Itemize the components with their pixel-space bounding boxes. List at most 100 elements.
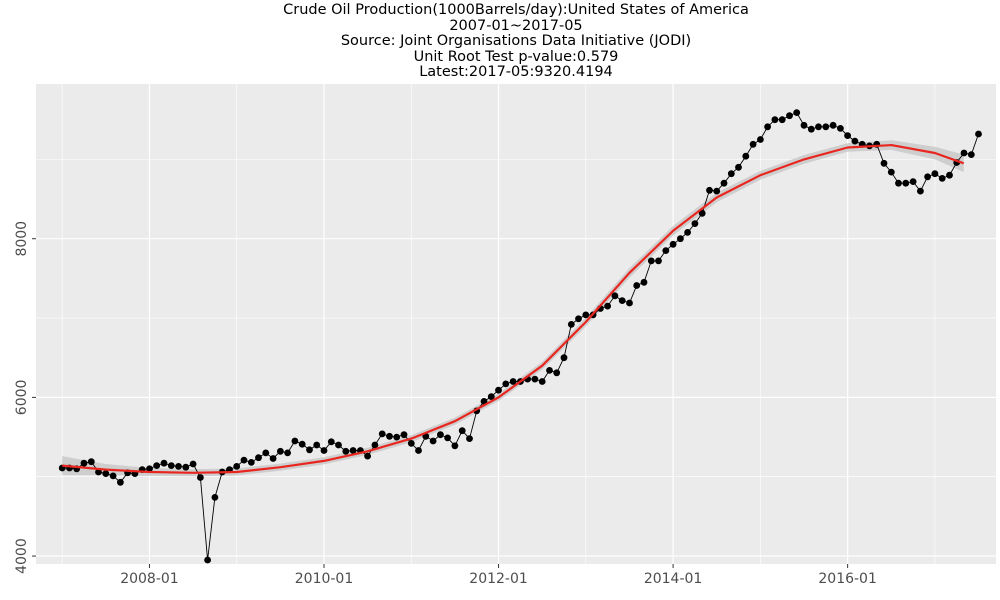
x-tick-label: 2016-01: [818, 571, 877, 587]
data-point: [87, 458, 95, 466]
data-point: [807, 125, 815, 133]
data-point: [655, 257, 662, 265]
data-point: [342, 447, 350, 455]
data-point: [706, 186, 713, 194]
data-point: [320, 447, 328, 454]
data-point: [633, 282, 641, 289]
axis-layer: 2008-01 2010-01 2012-01 2014-01 2016-01 4000 6…: [14, 221, 877, 587]
data-point: [269, 455, 277, 462]
data-point: [364, 452, 371, 460]
data-point: [531, 375, 539, 383]
data-point: [247, 459, 255, 466]
data-point: [429, 437, 437, 445]
data-point: [437, 431, 444, 439]
data-point: [378, 430, 386, 438]
data-point: [800, 121, 808, 129]
data-point: [851, 137, 859, 145]
data-point: [975, 130, 982, 138]
data-point: [575, 315, 582, 323]
data-point: [298, 440, 306, 448]
data-point: [327, 438, 335, 446]
data-point: [95, 468, 102, 476]
data-point: [626, 299, 633, 307]
data-point: [647, 257, 655, 265]
data-point: [393, 433, 401, 441]
data-point: [917, 187, 924, 195]
data-point: [960, 149, 968, 157]
data-point: [146, 465, 153, 473]
data-point: [880, 159, 888, 167]
data-point: [466, 435, 473, 442]
data-point: [764, 123, 771, 131]
y-tick-label: 4000: [14, 538, 30, 574]
data-point: [182, 463, 190, 471]
data-point: [371, 441, 379, 449]
data-point: [502, 380, 510, 388]
smooth-line: [62, 144, 965, 474]
data-point: [167, 462, 175, 469]
data-point: [946, 171, 953, 179]
y-tick-label: 8000: [14, 221, 30, 257]
x-tick-label: 2012-01: [469, 571, 528, 587]
data-point: [793, 109, 801, 116]
data-point: [255, 454, 262, 462]
data-point: [495, 386, 502, 394]
x-tick-label: 2008-01: [120, 571, 179, 587]
data-point: [560, 354, 568, 362]
data-point: [109, 472, 117, 480]
chart-title: Crude Oil Production(1000Barrels/day):Un…: [36, 2, 996, 81]
data-point: [451, 442, 459, 450]
data-point: [117, 478, 124, 486]
series-layer: [58, 109, 982, 564]
data-point: [909, 178, 917, 186]
data-point: [677, 235, 684, 243]
data-point: [153, 462, 161, 469]
data-point: [640, 278, 648, 286]
data-point: [829, 121, 837, 129]
title-line-5: Latest:2017-05:9320.4194: [419, 64, 613, 81]
data-point: [284, 449, 291, 457]
data-point: [902, 179, 910, 187]
data-point: [204, 556, 212, 564]
data-point: [611, 292, 619, 300]
data-point: [618, 297, 626, 304]
data-point: [691, 220, 699, 228]
smooth-line-layer: [62, 144, 965, 474]
data-point: [407, 440, 415, 447]
data-point: [938, 175, 946, 182]
data-point: [553, 369, 561, 377]
data-point: [662, 247, 670, 255]
grid-major: [36, 84, 996, 564]
data-point: [757, 136, 764, 143]
plot-panel: [36, 84, 996, 564]
data-point: [386, 432, 393, 440]
data-point: [240, 456, 248, 464]
data-point: [931, 170, 939, 178]
data-point: [189, 460, 197, 468]
data-point: [80, 459, 88, 467]
data-point: [262, 449, 270, 457]
data-point: [175, 463, 182, 470]
data-point: [604, 302, 611, 310]
data-point: [480, 398, 488, 405]
x-tick-label: 2010-01: [295, 571, 354, 587]
y-tick-label: 6000: [14, 380, 30, 416]
data-point: [102, 470, 110, 477]
data-point: [400, 431, 408, 439]
data-point: [567, 321, 575, 328]
data-point: [291, 437, 299, 445]
data-point: [967, 151, 975, 159]
data-point: [924, 173, 931, 181]
data-point: [837, 124, 844, 132]
data-point: [313, 441, 321, 449]
data-point: [669, 240, 677, 248]
data-point: [815, 123, 822, 131]
data-point: [487, 393, 495, 400]
data-point: [887, 168, 895, 176]
data-point: [233, 463, 241, 470]
data-point: [415, 447, 422, 454]
data-point: [778, 116, 786, 124]
data-point: [771, 116, 779, 124]
